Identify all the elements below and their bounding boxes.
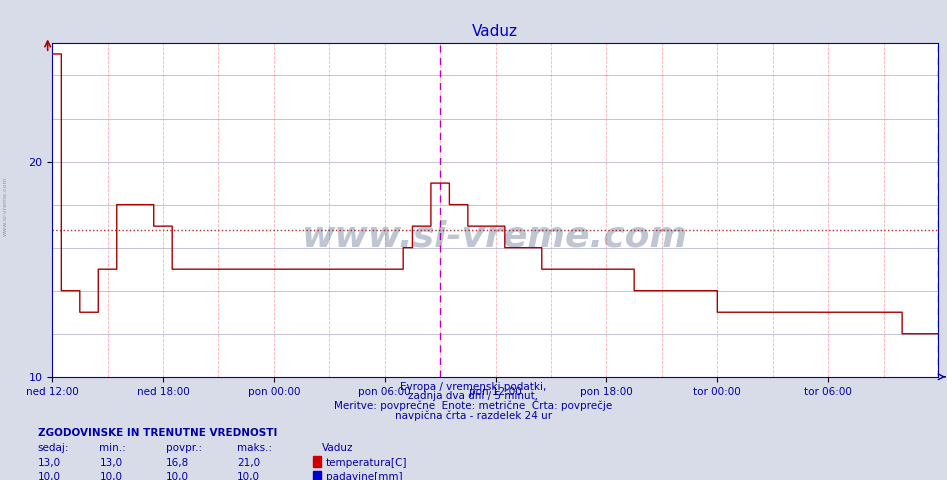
Text: 10,0: 10,0 [99,472,122,480]
Text: 10,0: 10,0 [166,472,188,480]
Text: Evropa / vremenski podatki,: Evropa / vremenski podatki, [401,382,546,392]
Text: Meritve: povprečne  Enote: metrične  Črta: povprečje: Meritve: povprečne Enote: metrične Črta:… [334,399,613,411]
Text: www.si-vreme.com: www.si-vreme.com [302,220,688,254]
Text: 10,0: 10,0 [237,472,259,480]
Text: 16,8: 16,8 [166,457,189,468]
Text: 13,0: 13,0 [99,457,122,468]
Text: www.si-vreme.com: www.si-vreme.com [3,177,9,236]
Text: 21,0: 21,0 [237,457,259,468]
Text: sedaj:: sedaj: [38,443,69,453]
Text: min.:: min.: [99,443,126,453]
Text: 13,0: 13,0 [38,457,61,468]
Text: maks.:: maks.: [237,443,272,453]
Text: ZGODOVINSKE IN TRENUTNE VREDNOSTI: ZGODOVINSKE IN TRENUTNE VREDNOSTI [38,428,277,438]
Text: zadnja dva dni / 5 minut.: zadnja dva dni / 5 minut. [408,391,539,401]
Text: temperatura[C]: temperatura[C] [326,457,407,468]
Title: Vaduz: Vaduz [472,24,518,39]
Text: Vaduz: Vaduz [322,443,353,453]
Text: navpična črta - razdelek 24 ur: navpična črta - razdelek 24 ur [395,410,552,420]
Text: povpr.:: povpr.: [166,443,202,453]
Text: 10,0: 10,0 [38,472,61,480]
Text: padavine[mm]: padavine[mm] [326,472,402,480]
